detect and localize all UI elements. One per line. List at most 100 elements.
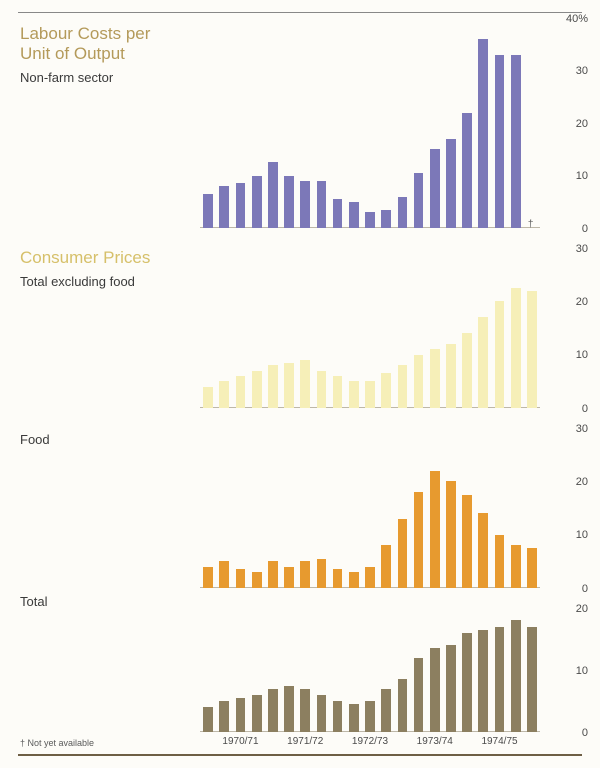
bar	[414, 658, 424, 732]
bar	[317, 181, 327, 228]
bar	[398, 679, 408, 732]
bar	[478, 630, 488, 732]
bar	[430, 149, 440, 228]
bar	[284, 686, 294, 733]
bar	[478, 317, 488, 408]
bar	[462, 495, 472, 588]
y-tick-label: 20	[548, 603, 588, 615]
bar	[236, 376, 246, 408]
bar	[268, 365, 278, 408]
y-tick-label: 0	[548, 223, 588, 235]
bar	[300, 561, 310, 588]
x-tick-label: 1970/71	[210, 736, 270, 747]
bar	[527, 291, 537, 408]
bar	[349, 704, 359, 732]
y-tick-label: 0	[548, 583, 588, 595]
x-tick-label: 1973/74	[405, 736, 465, 747]
bar	[446, 344, 456, 408]
y-tick-label: 20	[548, 118, 588, 130]
bar	[333, 569, 343, 588]
bar	[203, 194, 213, 228]
bar	[252, 572, 262, 588]
bar	[398, 197, 408, 229]
bar	[365, 381, 375, 408]
bar	[462, 633, 472, 732]
bar	[462, 113, 472, 229]
bar	[219, 381, 229, 408]
bar	[349, 572, 359, 588]
bar	[446, 139, 456, 228]
y-tick-label: 10	[548, 665, 588, 677]
bar	[236, 569, 246, 588]
bar	[381, 689, 391, 732]
bar	[365, 567, 375, 588]
y-tick-label: 10	[548, 349, 588, 361]
bar	[219, 561, 229, 588]
subtitle-food: Food	[20, 432, 50, 447]
bar	[284, 567, 294, 588]
bar	[203, 707, 213, 732]
bar	[317, 559, 327, 588]
chart-total	[200, 608, 540, 732]
bar	[349, 381, 359, 408]
bar	[300, 689, 310, 732]
bar	[252, 371, 262, 408]
y-tick-label: 40%	[548, 13, 588, 25]
bar	[333, 701, 343, 732]
bar	[381, 373, 391, 408]
bar	[511, 545, 521, 588]
bar	[414, 173, 424, 228]
bar	[349, 202, 359, 228]
bar	[478, 39, 488, 228]
y-tick-label: 30	[548, 423, 588, 435]
top-rule	[18, 12, 582, 13]
bar	[333, 376, 343, 408]
bar	[365, 212, 375, 228]
title-consumer-prices: Consumer Prices	[20, 248, 150, 268]
bar	[333, 199, 343, 228]
bar	[365, 701, 375, 732]
y-tick-label: 0	[548, 727, 588, 739]
bar	[300, 360, 310, 408]
bar	[203, 567, 213, 588]
bar	[398, 365, 408, 408]
subtitle-total: Total	[20, 594, 47, 609]
subtitle-ex-food: Total excluding food	[20, 274, 135, 289]
bar	[430, 471, 440, 588]
y-tick-label: 0	[548, 403, 588, 415]
bar	[511, 620, 521, 732]
bar	[446, 645, 456, 732]
bar	[495, 627, 505, 732]
bar	[381, 545, 391, 588]
bottom-rule	[18, 754, 582, 756]
bar	[527, 548, 537, 588]
x-tick-label: 1974/75	[470, 736, 530, 747]
bar	[236, 183, 246, 228]
bar	[462, 333, 472, 408]
bar	[236, 698, 246, 732]
chart-food	[200, 428, 540, 588]
bar	[284, 363, 294, 408]
y-tick-label: 30	[548, 65, 588, 77]
bar	[511, 288, 521, 408]
y-tick-label: 20	[548, 296, 588, 308]
footnote: † Not yet available	[20, 738, 94, 748]
bar	[446, 481, 456, 588]
bar	[268, 162, 278, 228]
y-tick-label: 20	[548, 476, 588, 488]
bar	[284, 176, 294, 229]
bar	[300, 181, 310, 228]
bar	[478, 513, 488, 588]
bar	[430, 349, 440, 408]
bar	[317, 371, 327, 408]
bar	[495, 535, 505, 588]
dagger-marker: †	[528, 219, 534, 230]
bar	[252, 176, 262, 229]
bar	[268, 561, 278, 588]
bar	[203, 387, 213, 408]
bar	[219, 701, 229, 732]
bar	[527, 627, 537, 732]
bar	[252, 695, 262, 732]
chart-cp_exfood	[200, 248, 540, 408]
bar	[219, 186, 229, 228]
